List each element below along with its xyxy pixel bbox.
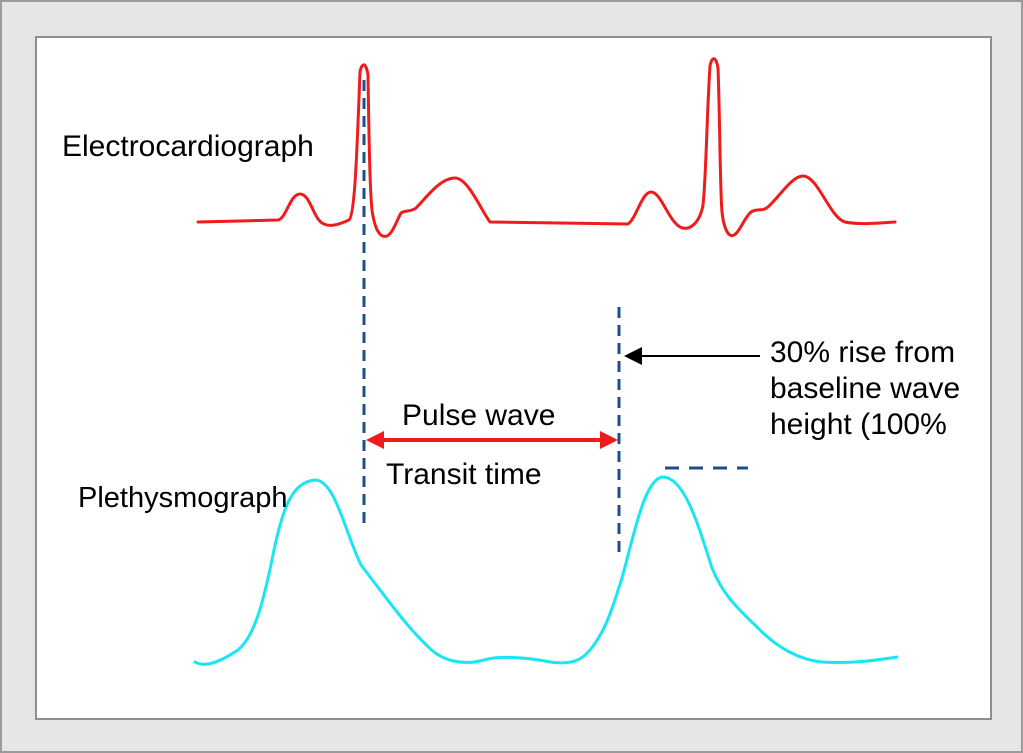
ecg-label: Electrocardiograph (62, 130, 314, 163)
pulse-wave-label: Pulse wave (402, 399, 556, 432)
transit-time-double-arrow (366, 431, 618, 449)
annotation-line: 30% rise from (770, 336, 956, 369)
annotation-text: 30% rise from baseline wave height (100% (770, 335, 1010, 443)
pointer-arrowhead-icon (624, 347, 642, 365)
ecg-trace (196, 57, 897, 238)
annotation-line: height (100% (770, 408, 947, 441)
plethysmograph-label: Plethysmograph (78, 482, 288, 514)
diagram-panel (35, 36, 992, 720)
transit-time-label: Transit time (386, 458, 542, 491)
plethysmograph-trace (193, 475, 899, 666)
annotation-line: baseline wave (770, 372, 961, 405)
